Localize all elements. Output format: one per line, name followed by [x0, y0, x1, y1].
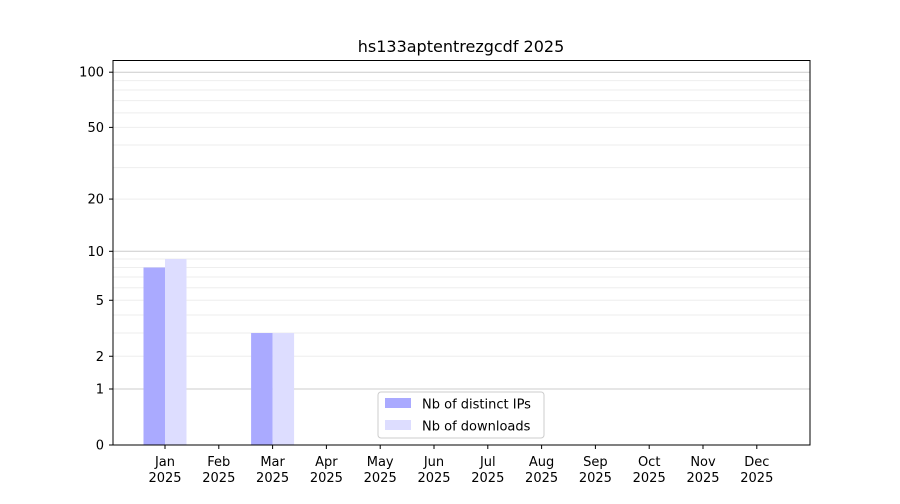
- x-tick-label-month: Jan: [154, 455, 175, 470]
- x-tick-label-year: 2025: [417, 471, 450, 486]
- y-tick-label: 100: [79, 66, 104, 81]
- y-tick-label: 1: [96, 383, 104, 398]
- x-tick-label-year: 2025: [740, 471, 773, 486]
- x-tick-label-month: Jun: [423, 455, 444, 470]
- x-tick-label-month: Mar: [260, 455, 285, 470]
- bar-downloads: [165, 259, 187, 445]
- plot-frame: [112, 60, 811, 446]
- x-tick-label-month: Nov: [690, 455, 716, 470]
- x-tick-label-month: Aug: [529, 455, 554, 470]
- bar-distinct-ips: [143, 267, 165, 445]
- chart-title: hs133aptentrezgcdf 2025: [358, 37, 565, 56]
- x-tick-label-month: Sep: [583, 455, 608, 470]
- y-tick-label: 5: [96, 294, 104, 309]
- x-tick-label-year: 2025: [364, 471, 397, 486]
- x-tick-label-year: 2025: [148, 471, 181, 486]
- bar-distinct-ips: [251, 333, 273, 445]
- x-tick-label-month: May: [367, 455, 394, 470]
- y-tick-label: 10: [87, 245, 104, 260]
- x-tick-label-month: Oct: [638, 455, 660, 470]
- legend: Nb of distinct IPs Nb of downloads: [377, 391, 545, 439]
- bar-downloads: [272, 333, 295, 445]
- x-tick-label-month: Dec: [744, 455, 769, 470]
- x-tick-label-year: 2025: [579, 471, 612, 486]
- y-tick-label: 0: [96, 439, 104, 454]
- legend-swatch-downloads: [385, 420, 411, 430]
- x-tick-label-year: 2025: [525, 471, 558, 486]
- x-tick-label-year: 2025: [686, 471, 719, 486]
- legend-label-downloads: Nb of downloads: [422, 420, 531, 435]
- y-tick-label: 50: [87, 121, 104, 136]
- x-tick-label-month: Feb: [207, 455, 230, 470]
- legend-swatch-distinct-ips: [385, 398, 411, 408]
- y-tick-label: 2: [96, 350, 104, 365]
- x-tick-label-year: 2025: [633, 471, 666, 486]
- y-tick-label: 20: [87, 193, 104, 208]
- x-tick-label-year: 2025: [202, 471, 235, 486]
- x-tick-label-year: 2025: [256, 471, 289, 486]
- x-tick-label-month: Jul: [479, 455, 496, 470]
- legend-label-distinct-ips: Nb of distinct IPs: [422, 398, 531, 413]
- x-tick-label-month: Apr: [315, 455, 338, 470]
- legend-box: [377, 391, 545, 439]
- x-tick-label-year: 2025: [471, 471, 504, 486]
- x-tick-label-year: 2025: [310, 471, 343, 486]
